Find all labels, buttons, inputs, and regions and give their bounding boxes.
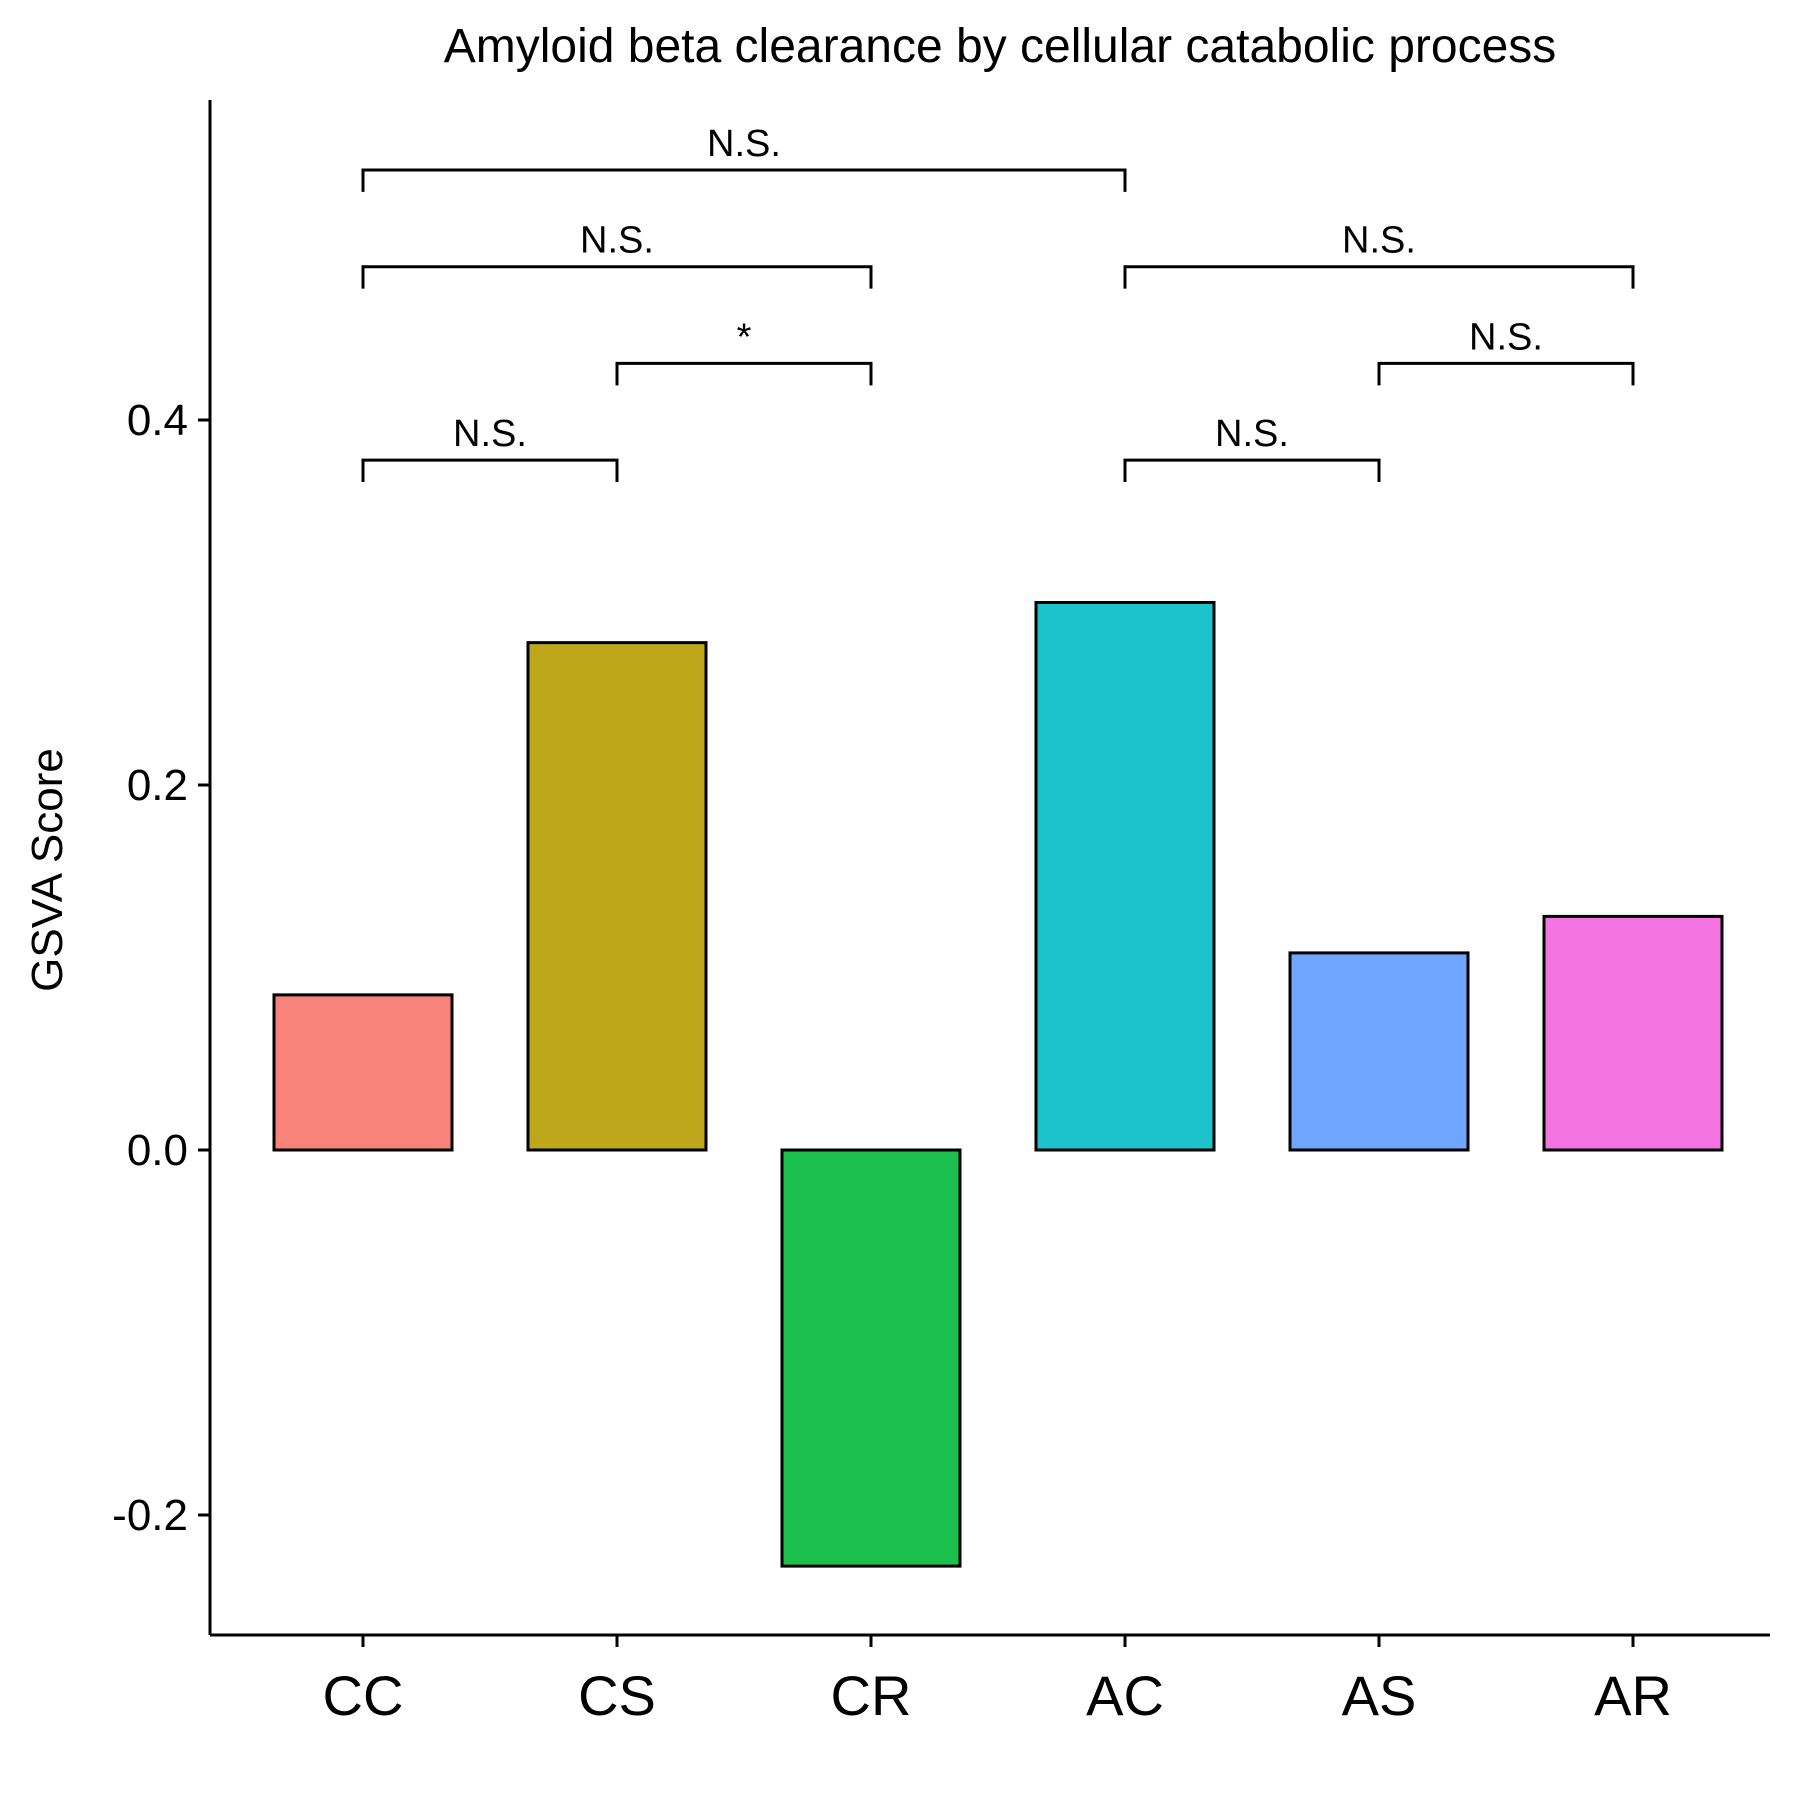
significance-bracket-ac-as bbox=[1123, 458, 1381, 483]
significance-label-cs-cr: * bbox=[737, 316, 752, 358]
x-tick-label-as: AS bbox=[1342, 1664, 1417, 1727]
plot-area: -0.2 0.0 0.2 0.4 CC CS CR AC AS AR N.S. * N.S. N.S. N.… bbox=[112, 100, 1770, 1727]
y-tick-label: 0.4 bbox=[127, 396, 188, 445]
significance-bracket-cc-ac bbox=[361, 168, 1127, 192]
y-tick-label: 0.0 bbox=[127, 1126, 188, 1175]
significance-bracket-cs-cr bbox=[615, 361, 873, 386]
bar-cr bbox=[780, 1148, 962, 1568]
x-tick-label-cc: CC bbox=[323, 1664, 404, 1727]
y-axis-label: GSVA Score bbox=[23, 748, 72, 992]
significance-label-ac-ar: N.S. bbox=[1342, 220, 1416, 262]
significance-label-cc-ac: N.S. bbox=[707, 123, 781, 165]
significance-bracket-cc-cr bbox=[361, 265, 873, 289]
significance-label-cc-cs: N.S. bbox=[453, 413, 527, 455]
x-tick-label-ar: AR bbox=[1594, 1664, 1672, 1727]
bar-cs bbox=[526, 641, 708, 1152]
x-tick-label-cs: CS bbox=[578, 1664, 656, 1727]
significance-bracket-as-ar bbox=[1377, 361, 1635, 386]
bar-cc bbox=[272, 993, 454, 1152]
significance-label-ac-as: N.S. bbox=[1215, 413, 1289, 455]
x-tick-label-ac: AC bbox=[1086, 1664, 1164, 1727]
y-tick-label: -0.2 bbox=[112, 1491, 188, 1540]
significance-label-cc-cr: N.S. bbox=[580, 220, 654, 262]
bar-as bbox=[1288, 951, 1470, 1152]
chart-title: Amyloid beta clearance by cellular catab… bbox=[444, 20, 1557, 73]
significance-bracket-ac-ar bbox=[1123, 265, 1635, 289]
x-tick-label-cr: CR bbox=[831, 1664, 912, 1727]
significance-bracket-cc-cs bbox=[361, 458, 619, 483]
bar-ar bbox=[1542, 914, 1724, 1152]
bar-ac bbox=[1034, 601, 1216, 1152]
significance-label-as-ar: N.S. bbox=[1469, 316, 1543, 358]
y-tick-label: 0.2 bbox=[127, 761, 188, 810]
